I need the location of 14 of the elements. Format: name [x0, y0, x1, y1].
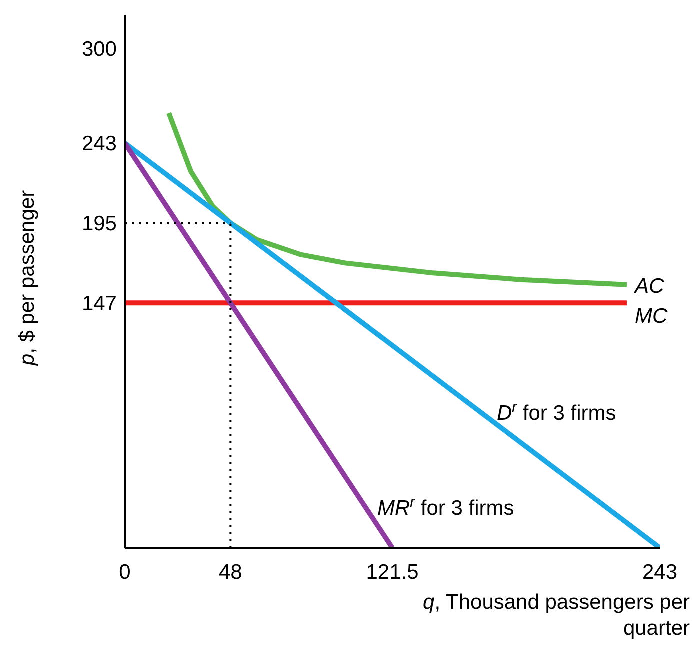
series-label: MR$^{r}$ for 3 firms — [378, 495, 514, 520]
y-axis-title: p, $ per passenger — [16, 190, 40, 366]
series-label: MC — [634, 305, 668, 328]
series-label: AC — [632, 274, 665, 298]
x-tick-label: 48 — [219, 560, 242, 584]
y-tick-label: 147 — [82, 292, 117, 316]
y-tick-label: 195 — [82, 212, 117, 236]
x-axis-title: q, Thousand passengers per quarter — [422, 590, 690, 642]
y-tick-label: 300 — [82, 38, 117, 61]
y-tick-label: 243 — [82, 132, 117, 156]
x-tick-label: 243 — [642, 560, 678, 584]
x-tick-label: 121.5 — [366, 560, 419, 584]
series-label: D$^{r}$ for 3 firms — [497, 400, 616, 425]
x-tick-label: 0 — [119, 560, 131, 584]
